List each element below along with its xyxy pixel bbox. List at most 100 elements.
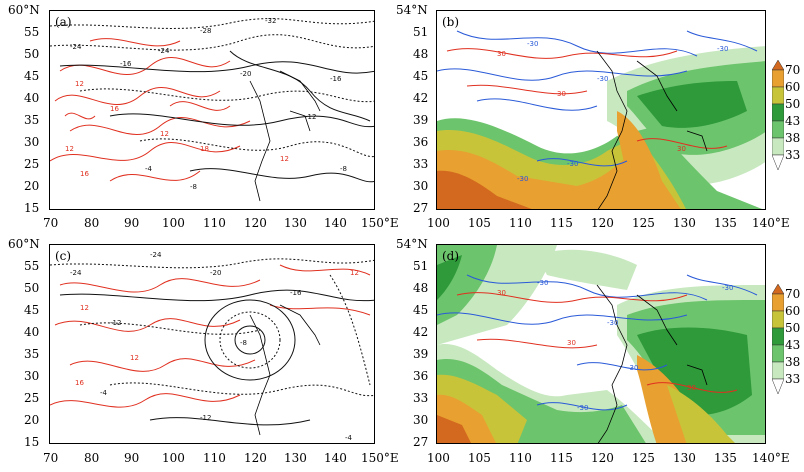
x-tick: 135: [714, 451, 737, 465]
colorbar-svg: [772, 284, 784, 395]
x-tick: 100: [427, 451, 450, 465]
y-tick: 33: [413, 157, 429, 171]
x-tick: 100: [162, 451, 185, 465]
y-tick: 27: [413, 435, 429, 449]
panel-label: (c): [55, 249, 72, 263]
x-tick: 150°E: [361, 451, 399, 465]
x-tick: 140°E: [752, 216, 790, 230]
y-tick: 51: [413, 259, 429, 273]
contour-label: -24: [150, 251, 162, 259]
x-tick: 70: [43, 216, 59, 230]
x-tick: 120: [591, 216, 614, 230]
contour-label: -30: [567, 160, 578, 168]
contour-label: 12: [75, 80, 84, 88]
y-tick: 48: [413, 47, 429, 61]
x-tick: 90: [124, 216, 140, 230]
contour-label: -30: [717, 45, 728, 53]
contour-label: -30: [527, 40, 538, 48]
contour-label: 16: [75, 379, 84, 387]
contour-label: -16: [120, 60, 132, 68]
panel-d-map: -30 -30 -30 -30 -30 30 30 30: [437, 245, 765, 443]
y-tick: 51: [413, 25, 429, 39]
contour-label: -30: [517, 175, 528, 183]
y-tick: 45: [24, 303, 40, 317]
y-tick: 42: [413, 325, 429, 339]
contour-label: -8: [340, 165, 347, 173]
y-tick: 33: [413, 391, 429, 405]
panel-a-frame: -32 -28 -24 -20 -16 -12 -8 -4 -8 -24 -16…: [49, 10, 375, 210]
colorbar-level: 38: [785, 131, 801, 145]
panel-a-map: -32 -28 -24 -20 -16 -12 -8 -4 -8 -24 -16…: [50, 17, 374, 202]
contour-label: -20: [210, 269, 221, 277]
colorbar-level: 70: [785, 63, 801, 77]
y-tick: 54°N: [396, 237, 428, 251]
contour-label: -12: [305, 113, 316, 121]
panel-c-frame: -24 -20 -16 -12 -8 -4 -12 -24 -4 12 12 1…: [49, 244, 375, 444]
x-tick: 80: [84, 451, 100, 465]
y-tick: 42: [413, 91, 429, 105]
contour-label: -30: [577, 404, 588, 412]
x-tick: 130: [673, 451, 696, 465]
y-tick: 30: [24, 369, 40, 383]
x-tick: 70: [43, 451, 59, 465]
contour-label: -8: [190, 183, 197, 191]
contour-label: -12: [110, 319, 121, 327]
colorbar-level: 43: [785, 114, 801, 128]
contour-label: -30: [607, 319, 618, 327]
x-tick: 130: [284, 216, 307, 230]
x-tick: 110: [509, 216, 532, 230]
y-tick: 50: [24, 47, 40, 61]
contour-label: -4: [100, 389, 108, 397]
contour-label: -4: [145, 165, 153, 173]
x-tick: 115: [550, 451, 573, 465]
x-tick: 120: [591, 451, 614, 465]
y-tick: 39: [413, 113, 429, 127]
contour-label: 30: [497, 289, 506, 297]
y-tick: 30: [413, 179, 429, 193]
contour-label: -28: [200, 27, 211, 35]
contour-label: 30: [557, 90, 566, 98]
panel-c-map: -24 -20 -16 -12 -8 -4 -12 -24 -4 12 12 1…: [50, 251, 374, 442]
panel-b-map: -30 -30 -30 -30 -30 30 30 30: [437, 30, 765, 209]
colorbar-level: 50: [785, 321, 801, 335]
contour-label: 16: [110, 105, 119, 113]
panel-label: (d): [442, 249, 460, 263]
y-tick: 45: [413, 69, 429, 83]
x-tick: 110: [203, 451, 226, 465]
contour-label: 12: [280, 155, 289, 163]
x-tick: 130: [673, 216, 696, 230]
colorbar-svg: [772, 60, 784, 171]
y-tick: 55: [24, 259, 40, 273]
x-tick: 140: [324, 451, 347, 465]
y-tick: 20: [24, 413, 40, 427]
contour-label: -32: [265, 17, 276, 25]
contour-label: 12: [65, 145, 74, 153]
contour-label: -4: [345, 434, 353, 442]
y-tick: 25: [24, 157, 40, 171]
contour-label: 12: [80, 304, 89, 312]
x-tick: 120: [244, 216, 267, 230]
contour-label: 30: [567, 339, 576, 347]
y-tick: 39: [413, 347, 429, 361]
y-tick: 30: [24, 135, 40, 149]
x-tick: 110: [509, 451, 532, 465]
x-tick: 80: [84, 216, 100, 230]
x-tick: 150°E: [361, 216, 399, 230]
x-tick: 140°E: [752, 451, 790, 465]
x-tick: 125: [632, 451, 655, 465]
y-tick: 45: [413, 303, 429, 317]
contour-label: -16: [330, 75, 342, 83]
y-tick: 27: [413, 201, 429, 215]
x-tick: 115: [550, 216, 573, 230]
x-tick: 90: [124, 451, 140, 465]
panel-d-frame: -30 -30 -30 -30 -30 30 30 30 (d): [436, 244, 766, 444]
y-tick: 40: [24, 91, 40, 105]
x-tick: 125: [632, 216, 655, 230]
contour-label: 30: [497, 50, 506, 58]
y-tick: 40: [24, 325, 40, 339]
contour-label: -24: [70, 43, 82, 51]
colorbar-top: [772, 60, 784, 180]
contour-label: -24: [70, 269, 82, 277]
contour-label: -8: [240, 339, 247, 347]
x-tick: 135: [714, 216, 737, 230]
